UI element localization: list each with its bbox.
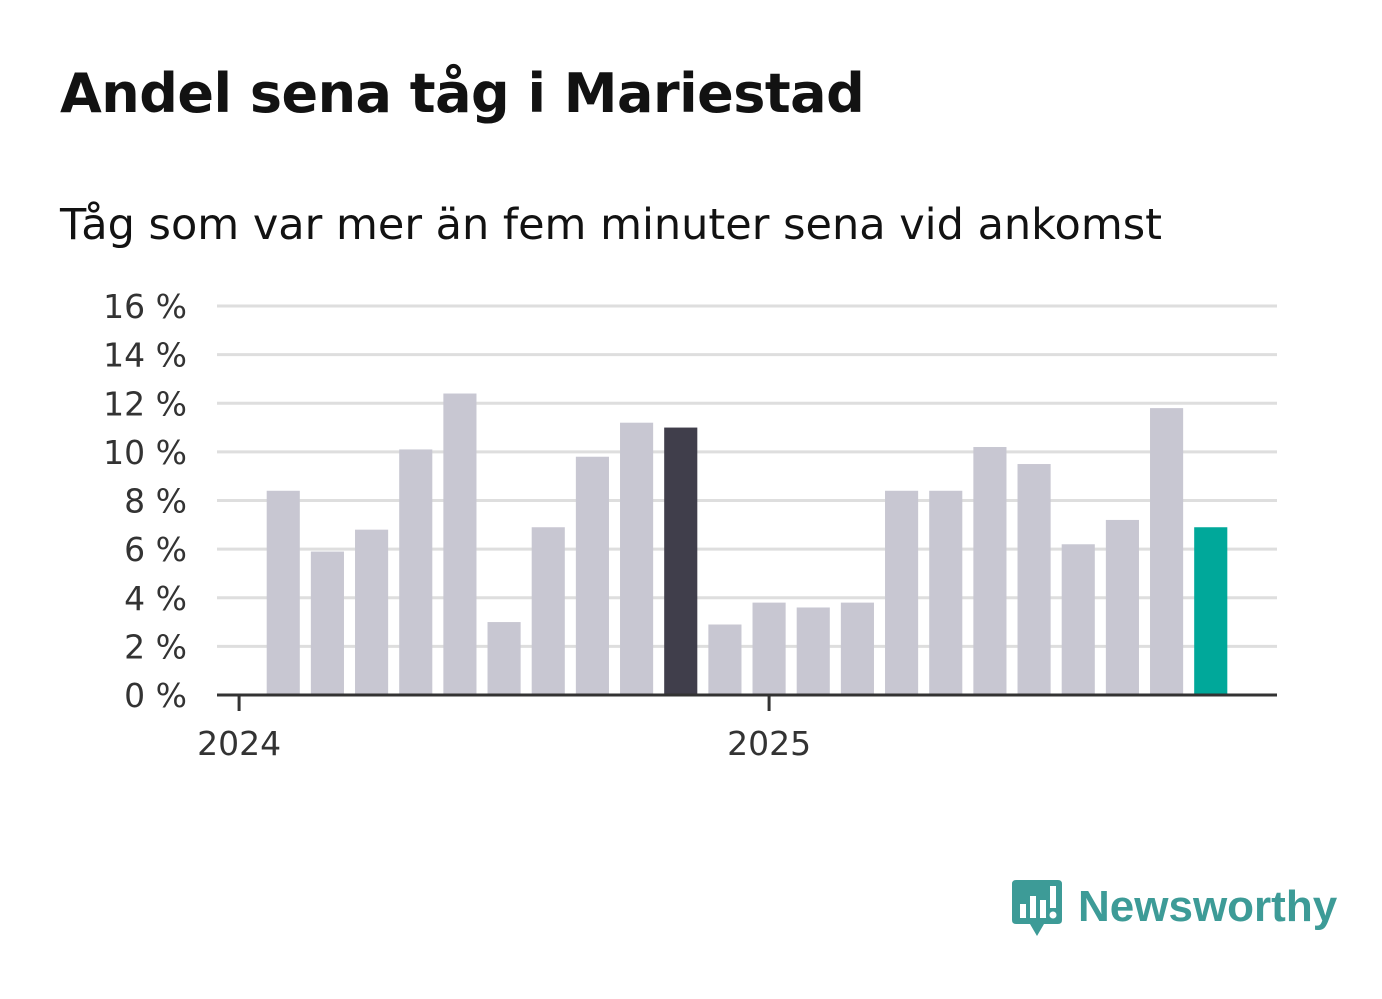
bar-2024-12 — [708, 624, 742, 695]
bar-2024-03 — [310, 551, 344, 695]
x-tick-label: 2025 — [727, 724, 811, 763]
bar-2025-08 — [1061, 544, 1095, 695]
y-tick-label: 0 % — [124, 676, 187, 715]
bar-2024-11 — [664, 427, 698, 695]
bar-2025-04 — [885, 490, 919, 695]
bar-2024-09 — [575, 456, 609, 695]
bar-2025-03 — [840, 602, 874, 695]
x-axis: 2024 2025 — [197, 693, 1277, 763]
y-tick-label: 8 % — [124, 482, 187, 521]
bar-2024-08 — [531, 527, 565, 695]
bar-2025-07 — [1017, 464, 1051, 695]
bar-2024-06 — [443, 393, 477, 695]
bar-chart: 0 % 2 % 4 % 6 % 8 % 10 % 12 % 14 % 16 % 2024 2025 — [103, 287, 1277, 763]
bar-2025-02 — [796, 607, 830, 695]
bar-2025-01 — [752, 602, 786, 695]
newsworthy-logo: Newsworthy — [1010, 876, 1337, 938]
bar-2025-06 — [973, 447, 1007, 695]
bar-2025-11 — [1194, 527, 1228, 695]
bar-2025-05 — [929, 490, 963, 695]
bar-2024-02 — [266, 490, 300, 695]
grid-lines — [217, 304, 1277, 648]
newsworthy-logo-icon — [1012, 880, 1062, 936]
y-tick-label: 6 % — [124, 530, 187, 569]
bar-2025-10 — [1150, 408, 1184, 695]
bar-2024-04 — [355, 529, 389, 695]
bar-2024-10 — [620, 422, 654, 695]
chart-title: Andel sena tåg i Mariestad — [60, 62, 865, 125]
y-axis-labels: 0 % 2 % 4 % 6 % 8 % 10 % 12 % 14 % 16 % — [103, 287, 187, 715]
y-tick-label: 2 % — [124, 627, 187, 666]
chart-subtitle: Tåg som var mer än fem minuter sena vid … — [60, 200, 1163, 250]
y-tick-label: 14 % — [103, 336, 187, 375]
y-tick-label: 10 % — [103, 433, 187, 472]
y-tick-label: 16 % — [103, 287, 187, 326]
y-tick-label: 12 % — [103, 384, 187, 423]
bars — [266, 393, 1228, 695]
y-tick-label: 4 % — [124, 579, 187, 618]
x-tick-label: 2024 — [197, 724, 281, 763]
brand-name: Newsworthy — [1078, 882, 1338, 931]
bar-2025-09 — [1105, 519, 1139, 695]
bar-2024-07 — [487, 622, 521, 695]
bar-2024-05 — [399, 449, 433, 695]
